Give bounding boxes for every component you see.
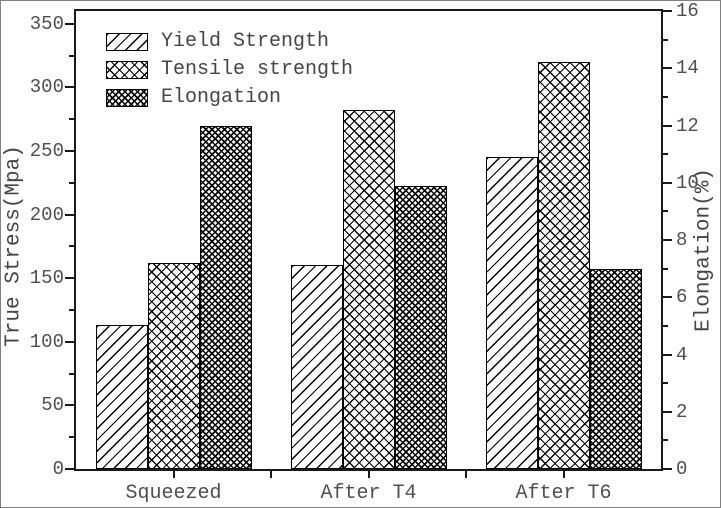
x-tick	[562, 471, 565, 478]
x-tick	[270, 471, 272, 478]
right-tick-label: 10	[676, 171, 699, 194]
right-tick-label: 6	[676, 286, 688, 309]
legend-item: Tensile strength	[106, 58, 353, 81]
right-tick-label: 8	[676, 229, 688, 251]
left-minor-tick	[69, 245, 74, 248]
x-tick	[367, 471, 370, 478]
left-major-tick	[65, 277, 74, 280]
right-minor-tick	[663, 267, 668, 270]
x-tick	[465, 471, 467, 478]
x-tick	[172, 471, 175, 478]
left-tick-label: 150	[29, 267, 64, 290]
bar-tensile-strength-after-t4	[342, 110, 395, 469]
plot-area: Yield Strength Tensile strength Elongation…	[30, 1, 699, 505]
left-minor-tick	[69, 436, 74, 439]
right-major-tick	[663, 124, 672, 127]
left-major-tick	[65, 149, 74, 152]
category-label: After T6	[515, 482, 612, 505]
right-tick-label: 14	[676, 57, 699, 80]
legend-item: Elongation	[106, 86, 353, 109]
bar-yield-strength-squeezed	[95, 325, 148, 469]
right-major-tick	[663, 468, 672, 470]
left-tick-label: 300	[29, 76, 64, 99]
left-major-tick	[65, 213, 74, 216]
left-tick-label: 200	[29, 203, 64, 226]
left-tick-label: 0	[52, 458, 64, 480]
right-major-tick	[663, 67, 672, 70]
right-tick-label: 16	[676, 0, 699, 22]
legend-swatch-crosshatch-icon	[106, 60, 148, 79]
legend: Yield Strength Tensile strength Elongation	[106, 30, 353, 114]
left-minor-tick	[69, 181, 74, 184]
bar-elongation-after-t4	[394, 185, 447, 469]
right-minor-tick	[663, 38, 668, 41]
legend-item: Yield Strength	[106, 30, 353, 53]
left-major-tick	[65, 86, 74, 89]
right-minor-tick	[663, 95, 668, 98]
right-major-tick	[663, 410, 672, 413]
left-minor-tick	[69, 118, 74, 121]
left-major-tick	[65, 22, 74, 25]
legend-label: Yield Strength	[161, 30, 330, 53]
left-tick-label: 50	[41, 394, 64, 417]
left-major-tick	[65, 340, 74, 343]
left-tick-label: 350	[29, 12, 64, 35]
legend-label: Tensile strength	[161, 58, 354, 81]
category-label: After T4	[320, 482, 417, 505]
bar-tensile-strength-squeezed	[147, 262, 200, 469]
right-tick-label: 4	[676, 343, 688, 366]
right-minor-tick	[663, 439, 668, 442]
right-major-tick	[663, 353, 672, 356]
legend-swatch-diagonal-icon	[106, 32, 148, 51]
category-label: Squeezed	[125, 482, 222, 505]
bar-elongation-squeezed	[199, 125, 252, 469]
right-minor-tick	[663, 210, 668, 213]
left-minor-tick	[69, 54, 74, 57]
right-minor-tick	[663, 382, 668, 385]
left-major-tick	[65, 404, 74, 407]
left-tick-label: 250	[29, 139, 64, 162]
right-tick-label: 0	[676, 458, 688, 480]
right-tick-label: 12	[676, 114, 699, 137]
legend-label: Elongation	[161, 86, 282, 109]
bar-yield-strength-after-t4	[290, 265, 343, 469]
bar-elongation-after-t6	[589, 268, 642, 469]
left-axis-title: True Stress(Mpa)	[2, 145, 26, 347]
right-minor-tick	[663, 153, 668, 156]
right-major-tick	[663, 181, 672, 184]
bar-yield-strength-after-t6	[485, 157, 538, 469]
right-major-tick	[663, 239, 672, 241]
left-major-tick	[65, 468, 74, 470]
right-tick-label: 2	[676, 400, 688, 423]
right-axis-title: Elongation(%)	[692, 168, 716, 332]
right-minor-tick	[663, 324, 668, 327]
left-minor-tick	[69, 372, 74, 375]
legend-swatch-dense-crosshatch-icon	[106, 88, 148, 107]
bar-tensile-strength-after-t6	[537, 61, 590, 469]
right-major-tick	[663, 10, 672, 12]
left-minor-tick	[69, 308, 74, 311]
right-major-tick	[663, 296, 672, 299]
left-tick-label: 100	[29, 330, 64, 353]
